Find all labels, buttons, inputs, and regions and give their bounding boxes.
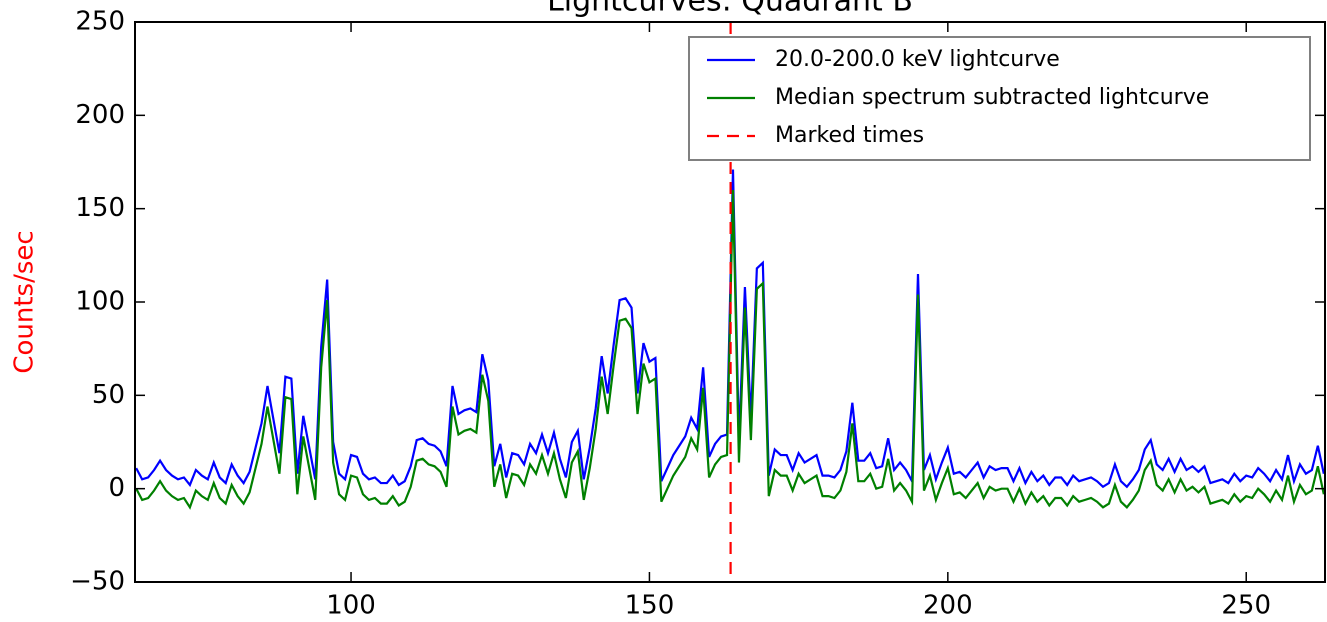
y-tick-label: 150 (75, 193, 125, 223)
y-tick-label: 0 (108, 473, 125, 503)
y-tick-label: −50 (70, 567, 125, 597)
y-tick-label: 200 (75, 100, 125, 130)
chart-title: Lightcurves: Quadrant B (547, 0, 913, 19)
legend-label: Median spectrum subtracted lightcurve (775, 85, 1209, 110)
x-tick-label: 250 (1221, 591, 1271, 621)
y-tick-label: 50 (92, 380, 125, 410)
legend-box (688, 36, 1311, 161)
x-tick-label: 200 (923, 591, 973, 621)
y-tick-label: 100 (75, 287, 125, 317)
y-axis-label: Counts/sec (10, 230, 40, 373)
legend-label: Marked times (775, 123, 924, 148)
x-tick-label: 150 (625, 591, 675, 621)
x-tick-label: 100 (326, 591, 376, 621)
legend-label: 20.0-200.0 keV lightcurve (775, 47, 1060, 72)
y-tick-label: 250 (75, 7, 125, 37)
